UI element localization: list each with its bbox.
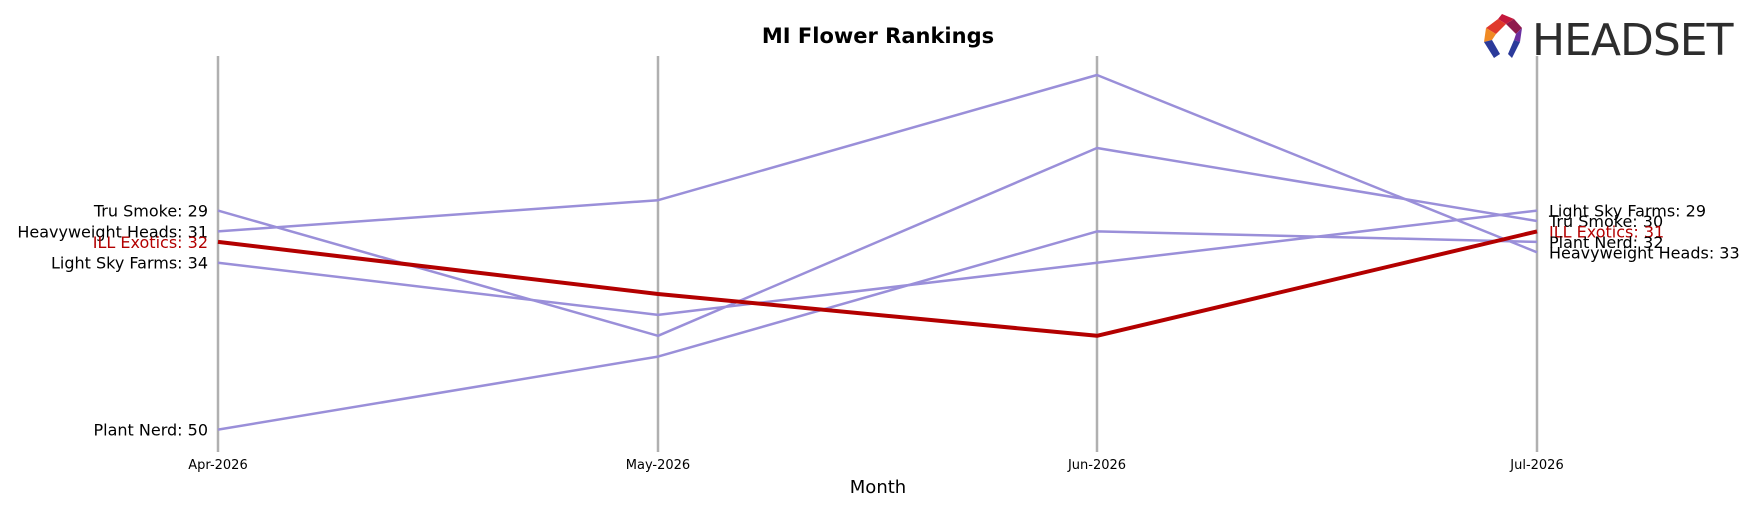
gridlines	[216, 56, 1539, 452]
chart-title: MI Flower Rankings	[762, 24, 994, 48]
x-tick-Jun-2026: Jun-2026	[1067, 458, 1126, 473]
right-label: Plant Nerd: 32	[1549, 233, 1664, 252]
series-lines	[217, 73, 1538, 431]
x-tick-Apr-2026: Apr-2026	[188, 458, 247, 473]
left-label: Light Sky Farms: 34	[51, 254, 208, 273]
x-tick-labels: Apr-2026 May-2026 Jun-2026 Jul-2026	[188, 458, 1563, 473]
right-label: ILL Exotics: 31	[1549, 222, 1664, 241]
headset-logo: HEADSET	[1484, 14, 1735, 66]
left-label: Heavyweight Heads: 31	[17, 222, 208, 241]
series-line-ill-exotics	[217, 229, 1538, 338]
x-tick-May-2026: May-2026	[626, 458, 690, 473]
series-line-plant-nerd	[217, 230, 1538, 431]
x-axis-label: Month	[850, 477, 906, 498]
x-tick-Jul-2026: Jul-2026	[1509, 458, 1563, 473]
series-line-heavyweight-heads	[217, 73, 1538, 254]
logo-text: HEADSET	[1532, 15, 1734, 66]
headset-logo-icon	[1484, 14, 1522, 58]
left-label: ILL Exotics: 32	[93, 233, 208, 252]
right-label: Heavyweight Heads: 33	[1549, 243, 1740, 262]
series-line-tru-smoke	[217, 146, 1538, 338]
right-label: Light Sky Farms: 29	[1549, 202, 1706, 221]
left-label: Tru Smoke: 29	[93, 202, 208, 221]
left-label: Plant Nerd: 50	[94, 421, 209, 440]
right-label: Tru Smoke: 30	[1548, 212, 1663, 231]
series-line-light-sky-farms	[217, 209, 1538, 317]
